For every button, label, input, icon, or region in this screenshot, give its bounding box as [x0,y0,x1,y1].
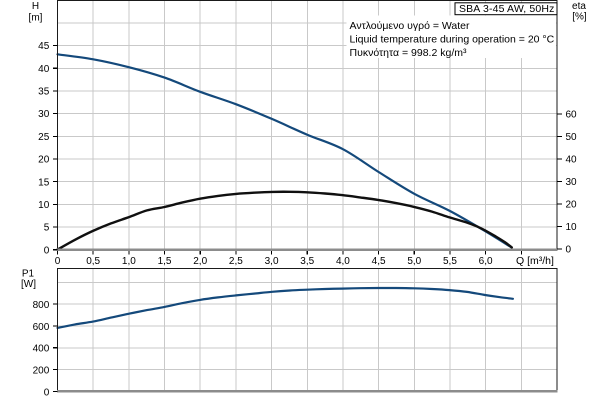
svg-text:[%]: [%] [572,12,587,23]
svg-text:400: 400 [33,344,50,355]
svg-text:3,0: 3,0 [265,256,279,267]
svg-text:5,5: 5,5 [443,256,457,267]
svg-text:0,5: 0,5 [86,256,100,267]
svg-text:Αντλούμενο υγρό = Water: Αντλούμενο υγρό = Water [350,20,471,32]
svg-text:20: 20 [38,155,50,166]
svg-text:15: 15 [38,177,50,188]
svg-text:20: 20 [566,200,578,211]
svg-text:[m]: [m] [29,12,43,23]
svg-text:25: 25 [38,132,50,143]
svg-text:600: 600 [33,322,50,333]
svg-text:10: 10 [566,222,578,233]
svg-text:Πυκνότητα = 998.2 kg/m³: Πυκνότητα = 998.2 kg/m³ [350,47,467,59]
svg-text:P1: P1 [22,269,35,280]
svg-text:5: 5 [44,223,50,234]
svg-text:0: 0 [566,245,572,256]
svg-text:5,0: 5,0 [407,256,421,267]
svg-text:2,5: 2,5 [229,256,243,267]
svg-text:6,0: 6,0 [479,256,493,267]
svg-text:3,5: 3,5 [300,256,314,267]
svg-text:H: H [32,1,39,12]
svg-text:50: 50 [566,132,578,143]
svg-text:4,0: 4,0 [336,256,350,267]
svg-text:eta: eta [572,1,586,12]
svg-text:60: 60 [566,110,578,121]
svg-text:35: 35 [38,87,50,98]
svg-text:Liquid temperature during oper: Liquid temperature during operation = 20… [350,34,555,46]
svg-text:1,0: 1,0 [122,256,136,267]
svg-text:40: 40 [38,64,50,75]
svg-text:45: 45 [38,41,50,52]
svg-text:4,5: 4,5 [372,256,386,267]
svg-text:200: 200 [33,365,50,376]
svg-text:[W]: [W] [21,279,36,290]
svg-text:2,0: 2,0 [193,256,207,267]
svg-text:30: 30 [566,177,578,188]
svg-text:800: 800 [33,300,50,311]
svg-text:10: 10 [38,200,50,211]
svg-text:0: 0 [44,245,50,256]
svg-text:0: 0 [44,387,50,398]
svg-text:SBA 3-45 AW, 50Hz: SBA 3-45 AW, 50Hz [459,3,555,15]
svg-text:0: 0 [55,256,61,267]
svg-text:1,5: 1,5 [158,256,172,267]
svg-text:40: 40 [566,155,578,166]
svg-text:Q [m³/h]: Q [m³/h] [516,255,554,267]
svg-text:30: 30 [38,109,50,120]
